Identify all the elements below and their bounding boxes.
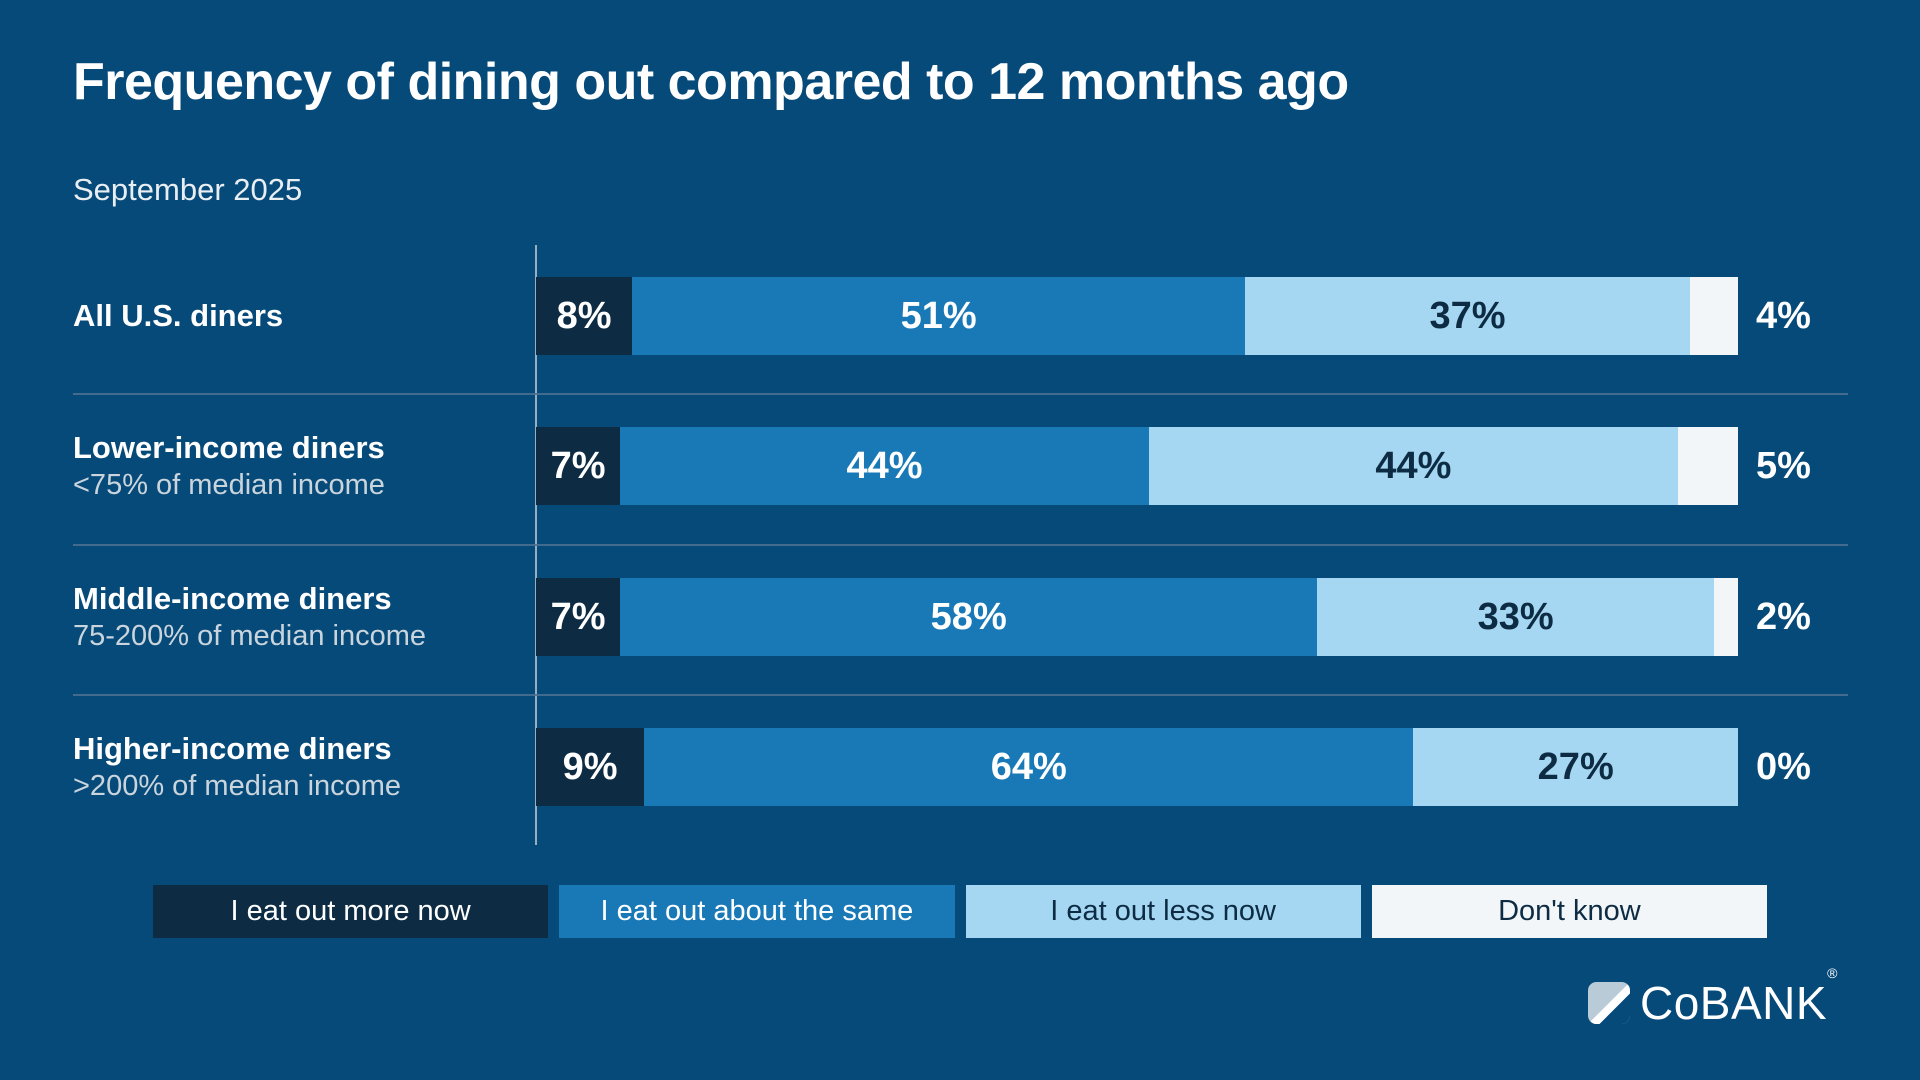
- row-divider: [73, 694, 1848, 696]
- outside-value-label: 5%: [1756, 444, 1811, 487]
- chart-row: Lower-income diners <75% of median incom…: [73, 427, 1873, 505]
- stacked-bar: 9% 64% 27%: [536, 728, 1738, 806]
- segment-value-label: 7%: [550, 444, 606, 487]
- segment-value-label: 58%: [930, 595, 1007, 638]
- segment-value-label: 44%: [846, 444, 923, 487]
- category-label: Higher-income diners >200% of median inc…: [73, 728, 536, 806]
- category-label-main: Higher-income diners: [73, 730, 392, 766]
- legend-item-more-now: I eat out more now: [153, 885, 549, 938]
- bar-segment-less-now: 44%: [1149, 427, 1678, 505]
- bar-segment-more-now: 7%: [536, 427, 621, 505]
- chart-row: All U.S. diners 8% 51% 37% 4%: [73, 277, 1873, 355]
- chart-row: Higher-income diners >200% of median inc…: [73, 728, 1873, 806]
- bar-segment-less-now: 33%: [1317, 578, 1714, 656]
- category-label-sub: 75-200% of median income: [73, 620, 427, 653]
- row-divider: [73, 393, 1848, 395]
- outside-value-label: 2%: [1756, 595, 1811, 638]
- category-label: Middle-income diners 75-200% of median i…: [73, 578, 536, 656]
- stacked-bar: 7% 58% 33%: [536, 578, 1738, 656]
- legend-item-about-same: I eat out about the same: [559, 885, 955, 938]
- chart-subtitle: September 2025: [73, 172, 303, 207]
- bar-segment-more-now: 8%: [536, 277, 633, 355]
- legend-item-dont-know: Don't know: [1371, 885, 1767, 938]
- outside-value-label: 4%: [1756, 294, 1811, 337]
- category-label: All U.S. diners: [73, 277, 536, 355]
- legend-item-less-now: I eat out less now: [965, 885, 1361, 938]
- bar-segment-about-same: 64%: [644, 728, 1414, 806]
- segment-value-label: 7%: [550, 595, 606, 638]
- segment-value-label: 44%: [1375, 444, 1452, 487]
- segment-value-label: 33%: [1477, 595, 1554, 638]
- bar-segment-about-same: 44%: [620, 427, 1149, 505]
- legend: I eat out more now I eat out about the s…: [153, 885, 1767, 938]
- bar-segment-dont-know: [1677, 427, 1738, 505]
- segment-value-label: 8%: [556, 294, 612, 337]
- chart-row: Middle-income diners 75-200% of median i…: [73, 578, 1873, 656]
- bar-segment-less-now: 27%: [1413, 728, 1738, 806]
- chart-title: Frequency of dining out compared to 12 m…: [73, 53, 1349, 111]
- row-divider: [73, 544, 1848, 546]
- cobank-logo-icon: [1588, 982, 1630, 1024]
- category-label-main: Lower-income diners: [73, 429, 385, 465]
- cobank-logo-text: CoBANK®: [1640, 965, 1838, 1029]
- bar-segment-more-now: 7%: [536, 578, 621, 656]
- bar-segment-dont-know: [1689, 277, 1738, 355]
- bar-segment-more-now: 9%: [536, 728, 645, 806]
- category-label-main: All U.S. diners: [73, 297, 284, 333]
- segment-value-label: 37%: [1429, 294, 1506, 337]
- stacked-bar: 7% 44% 44%: [536, 427, 1738, 505]
- category-label: Lower-income diners <75% of median incom…: [73, 427, 536, 505]
- category-label-main: Middle-income diners: [73, 580, 392, 616]
- category-label-sub: >200% of median income: [73, 770, 402, 803]
- segment-value-label: 9%: [562, 745, 618, 788]
- bar-segment-dont-know: [1713, 578, 1738, 656]
- segment-value-label: 27%: [1537, 745, 1614, 788]
- cobank-logo: CoBANK®: [1588, 965, 1838, 1029]
- category-label-sub: <75% of median income: [73, 469, 385, 502]
- segment-value-label: 64%: [990, 745, 1067, 788]
- stacked-bar: 8% 51% 37%: [536, 277, 1738, 355]
- registered-mark: ®: [1827, 965, 1838, 981]
- outside-value-label: 0%: [1756, 745, 1811, 788]
- bar-segment-about-same: 58%: [620, 578, 1318, 656]
- bar-segment-less-now: 37%: [1245, 277, 1690, 355]
- bar-segment-about-same: 51%: [632, 277, 1246, 355]
- segment-value-label: 51%: [900, 294, 977, 337]
